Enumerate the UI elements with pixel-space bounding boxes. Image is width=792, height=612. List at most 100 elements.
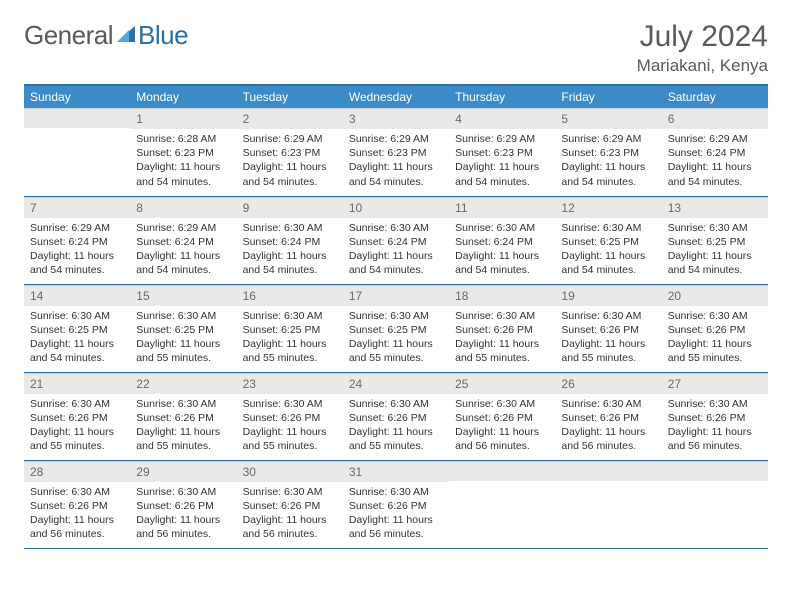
day-info: Sunrise: 6:30 AMSunset: 6:25 PMDaylight:… xyxy=(130,306,236,369)
day-number: 3 xyxy=(343,108,449,129)
day-number: 17 xyxy=(343,285,449,306)
calendar-week-row: 1Sunrise: 6:28 AMSunset: 6:23 PMDaylight… xyxy=(24,108,768,196)
day-number: 14 xyxy=(24,285,130,306)
empty-day xyxy=(449,461,555,481)
calendar-week-row: 7Sunrise: 6:29 AMSunset: 6:24 PMDaylight… xyxy=(24,196,768,284)
day-number: 21 xyxy=(24,373,130,394)
day-info: Sunrise: 6:30 AMSunset: 6:25 PMDaylight:… xyxy=(343,306,449,369)
day-info: Sunrise: 6:30 AMSunset: 6:25 PMDaylight:… xyxy=(237,306,343,369)
day-number: 30 xyxy=(237,461,343,482)
day-number: 13 xyxy=(662,197,768,218)
header-right: July 2024 Mariakani, Kenya xyxy=(637,20,768,76)
calendar-week-row: 28Sunrise: 6:30 AMSunset: 6:26 PMDayligh… xyxy=(24,460,768,548)
day-cell: 26Sunrise: 6:30 AMSunset: 6:26 PMDayligh… xyxy=(555,372,661,460)
day-info: Sunrise: 6:30 AMSunset: 6:26 PMDaylight:… xyxy=(662,394,768,457)
empty-day xyxy=(24,108,130,128)
day-cell: 13Sunrise: 6:30 AMSunset: 6:25 PMDayligh… xyxy=(662,196,768,284)
day-cell: 3Sunrise: 6:29 AMSunset: 6:23 PMDaylight… xyxy=(343,108,449,196)
day-cell: 7Sunrise: 6:29 AMSunset: 6:24 PMDaylight… xyxy=(24,196,130,284)
day-info: Sunrise: 6:30 AMSunset: 6:26 PMDaylight:… xyxy=(555,394,661,457)
day-info: Sunrise: 6:30 AMSunset: 6:26 PMDaylight:… xyxy=(449,306,555,369)
day-header-cell: Wednesday xyxy=(343,85,449,108)
day-info: Sunrise: 6:29 AMSunset: 6:23 PMDaylight:… xyxy=(343,129,449,192)
day-number: 25 xyxy=(449,373,555,394)
day-info: Sunrise: 6:29 AMSunset: 6:23 PMDaylight:… xyxy=(449,129,555,192)
day-cell: 24Sunrise: 6:30 AMSunset: 6:26 PMDayligh… xyxy=(343,372,449,460)
day-cell: 11Sunrise: 6:30 AMSunset: 6:24 PMDayligh… xyxy=(449,196,555,284)
day-cell: 31Sunrise: 6:30 AMSunset: 6:26 PMDayligh… xyxy=(343,460,449,548)
day-info: Sunrise: 6:29 AMSunset: 6:24 PMDaylight:… xyxy=(662,129,768,192)
day-number: 6 xyxy=(662,108,768,129)
day-info: Sunrise: 6:30 AMSunset: 6:24 PMDaylight:… xyxy=(449,218,555,281)
day-cell: 23Sunrise: 6:30 AMSunset: 6:26 PMDayligh… xyxy=(237,372,343,460)
day-info: Sunrise: 6:30 AMSunset: 6:25 PMDaylight:… xyxy=(662,218,768,281)
day-info: Sunrise: 6:30 AMSunset: 6:26 PMDaylight:… xyxy=(449,394,555,457)
day-info: Sunrise: 6:30 AMSunset: 6:26 PMDaylight:… xyxy=(237,482,343,545)
day-header-cell: Saturday xyxy=(662,85,768,108)
day-cell: 25Sunrise: 6:30 AMSunset: 6:26 PMDayligh… xyxy=(449,372,555,460)
day-header-cell: Friday xyxy=(555,85,661,108)
day-number: 7 xyxy=(24,197,130,218)
day-number: 23 xyxy=(237,373,343,394)
day-number: 1 xyxy=(130,108,236,129)
sail-icon xyxy=(115,20,137,51)
day-number: 24 xyxy=(343,373,449,394)
day-info: Sunrise: 6:30 AMSunset: 6:25 PMDaylight:… xyxy=(555,218,661,281)
brand-text-1: General xyxy=(24,20,113,51)
day-number: 10 xyxy=(343,197,449,218)
day-info: Sunrise: 6:30 AMSunset: 6:26 PMDaylight:… xyxy=(343,394,449,457)
day-cell xyxy=(449,460,555,548)
brand-text-2: Blue xyxy=(138,20,188,51)
day-number: 4 xyxy=(449,108,555,129)
calendar-table: SundayMondayTuesdayWednesdayThursdayFrid… xyxy=(24,84,768,549)
day-cell: 28Sunrise: 6:30 AMSunset: 6:26 PMDayligh… xyxy=(24,460,130,548)
day-cell xyxy=(662,460,768,548)
day-number: 15 xyxy=(130,285,236,306)
day-cell: 27Sunrise: 6:30 AMSunset: 6:26 PMDayligh… xyxy=(662,372,768,460)
day-info: Sunrise: 6:30 AMSunset: 6:26 PMDaylight:… xyxy=(237,394,343,457)
day-cell: 20Sunrise: 6:30 AMSunset: 6:26 PMDayligh… xyxy=(662,284,768,372)
day-info: Sunrise: 6:30 AMSunset: 6:26 PMDaylight:… xyxy=(130,394,236,457)
day-header-row: SundayMondayTuesdayWednesdayThursdayFrid… xyxy=(24,85,768,108)
day-info: Sunrise: 6:30 AMSunset: 6:26 PMDaylight:… xyxy=(24,394,130,457)
day-header-cell: Monday xyxy=(130,85,236,108)
day-number: 22 xyxy=(130,373,236,394)
empty-day xyxy=(555,461,661,481)
day-cell: 8Sunrise: 6:29 AMSunset: 6:24 PMDaylight… xyxy=(130,196,236,284)
day-header-cell: Sunday xyxy=(24,85,130,108)
day-info: Sunrise: 6:30 AMSunset: 6:25 PMDaylight:… xyxy=(24,306,130,369)
day-info: Sunrise: 6:29 AMSunset: 6:24 PMDaylight:… xyxy=(130,218,236,281)
day-info: Sunrise: 6:29 AMSunset: 6:23 PMDaylight:… xyxy=(555,129,661,192)
day-number: 31 xyxy=(343,461,449,482)
day-cell: 10Sunrise: 6:30 AMSunset: 6:24 PMDayligh… xyxy=(343,196,449,284)
page-header: General Blue July 2024 Mariakani, Kenya xyxy=(24,20,768,76)
day-info: Sunrise: 6:30 AMSunset: 6:26 PMDaylight:… xyxy=(555,306,661,369)
day-info: Sunrise: 6:30 AMSunset: 6:26 PMDaylight:… xyxy=(662,306,768,369)
brand-logo: General Blue xyxy=(24,20,188,51)
day-number: 9 xyxy=(237,197,343,218)
day-cell: 16Sunrise: 6:30 AMSunset: 6:25 PMDayligh… xyxy=(237,284,343,372)
day-number: 5 xyxy=(555,108,661,129)
day-number: 18 xyxy=(449,285,555,306)
day-cell: 15Sunrise: 6:30 AMSunset: 6:25 PMDayligh… xyxy=(130,284,236,372)
day-number: 19 xyxy=(555,285,661,306)
day-cell: 30Sunrise: 6:30 AMSunset: 6:26 PMDayligh… xyxy=(237,460,343,548)
day-cell xyxy=(555,460,661,548)
empty-day xyxy=(662,461,768,481)
day-info: Sunrise: 6:28 AMSunset: 6:23 PMDaylight:… xyxy=(130,129,236,192)
day-cell: 29Sunrise: 6:30 AMSunset: 6:26 PMDayligh… xyxy=(130,460,236,548)
day-cell: 2Sunrise: 6:29 AMSunset: 6:23 PMDaylight… xyxy=(237,108,343,196)
day-number: 12 xyxy=(555,197,661,218)
day-cell: 9Sunrise: 6:30 AMSunset: 6:24 PMDaylight… xyxy=(237,196,343,284)
day-number: 16 xyxy=(237,285,343,306)
day-header-cell: Thursday xyxy=(449,85,555,108)
day-info: Sunrise: 6:30 AMSunset: 6:26 PMDaylight:… xyxy=(24,482,130,545)
day-number: 20 xyxy=(662,285,768,306)
day-number: 29 xyxy=(130,461,236,482)
calendar-body: 1Sunrise: 6:28 AMSunset: 6:23 PMDaylight… xyxy=(24,108,768,548)
day-cell: 22Sunrise: 6:30 AMSunset: 6:26 PMDayligh… xyxy=(130,372,236,460)
day-cell: 1Sunrise: 6:28 AMSunset: 6:23 PMDaylight… xyxy=(130,108,236,196)
day-cell xyxy=(24,108,130,196)
day-cell: 19Sunrise: 6:30 AMSunset: 6:26 PMDayligh… xyxy=(555,284,661,372)
day-info: Sunrise: 6:29 AMSunset: 6:23 PMDaylight:… xyxy=(237,129,343,192)
